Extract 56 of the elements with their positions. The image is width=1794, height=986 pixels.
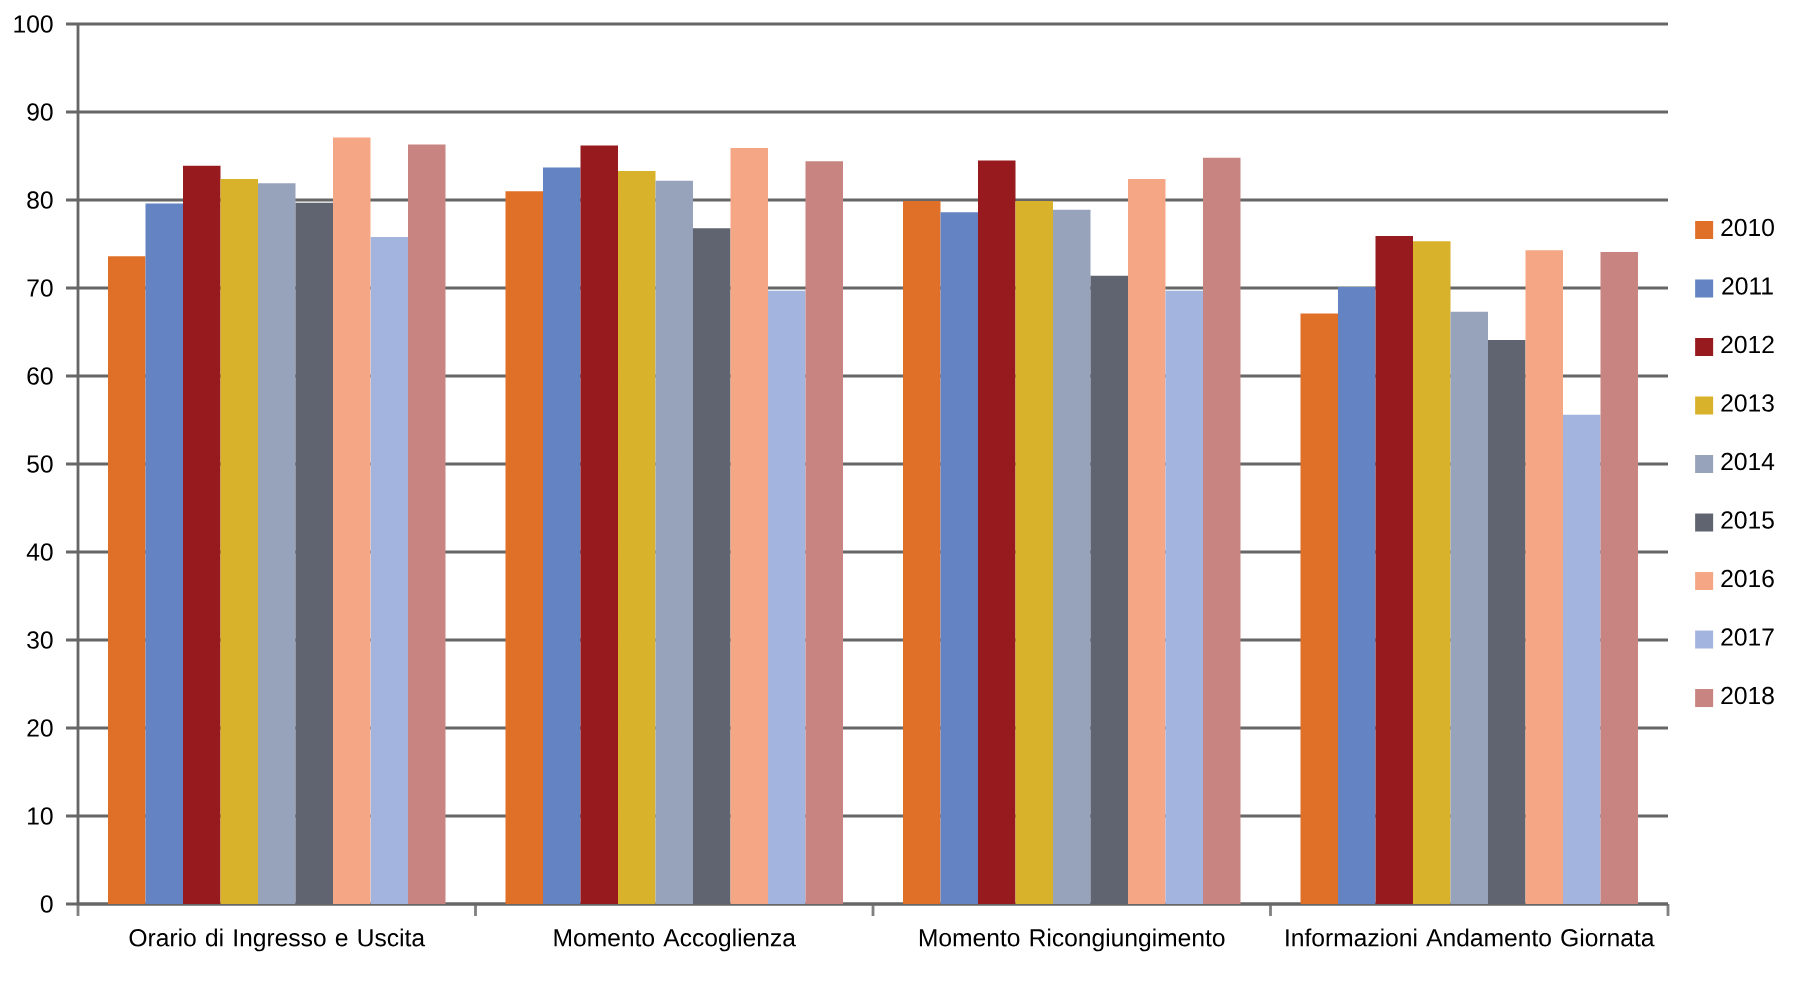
bar — [108, 256, 146, 905]
y-tick-label: 10 — [28, 807, 53, 825]
y-tick-label: 60 — [27, 367, 53, 385]
bar — [580, 145, 618, 905]
legend-label: 2018 — [1721, 686, 1774, 705]
bar — [1203, 157, 1241, 905]
bar — [1053, 209, 1091, 905]
bar — [1015, 200, 1053, 905]
y-tick-label: 30 — [27, 631, 53, 649]
y-tick-label: 20 — [27, 719, 53, 737]
x-tick-label: Momento Ricongiungimento — [919, 928, 1225, 952]
x-tick-label: Informazioni Andamento Giornata — [1286, 928, 1655, 947]
bar — [1413, 241, 1451, 905]
y-tick-label: 50 — [27, 455, 53, 473]
legend-label: 2017 — [1721, 628, 1774, 646]
legend-label: 2011 — [1722, 277, 1773, 295]
bar — [258, 183, 296, 905]
bar — [1165, 290, 1203, 905]
bar — [370, 236, 409, 905]
bar — [505, 191, 543, 905]
bar — [768, 290, 806, 905]
bar — [543, 167, 581, 905]
bar — [805, 161, 844, 905]
y-tick-label: 90 — [27, 103, 53, 121]
bar — [1300, 313, 1339, 905]
bar — [333, 137, 371, 905]
bar — [1128, 178, 1166, 905]
x-tick-label: Momento Accoglienza — [554, 928, 796, 952]
legend-label: 2015 — [1721, 511, 1774, 529]
bar — [1338, 287, 1376, 905]
bar — [903, 200, 941, 905]
legend-label: 2014 — [1721, 452, 1775, 471]
bar — [618, 170, 656, 905]
legend-label: 2013 — [1721, 394, 1774, 412]
y-tick-label: 80 — [27, 191, 53, 209]
legend-label: 2010 — [1721, 218, 1774, 237]
bar — [1525, 250, 1563, 905]
bar — [1450, 311, 1488, 905]
bar — [1375, 236, 1413, 905]
y-tick-label: 100 — [14, 15, 53, 33]
bar — [655, 180, 693, 905]
legend-label: 2012 — [1721, 335, 1774, 354]
legend-label: 2016 — [1721, 569, 1774, 588]
bar — [408, 144, 446, 905]
y-tick-label: 0 — [40, 895, 53, 913]
bar — [183, 165, 221, 905]
y-tick-label: 70 — [27, 279, 53, 297]
bar — [940, 212, 978, 905]
bar — [730, 148, 768, 905]
bar — [1600, 251, 1638, 905]
bar — [145, 203, 184, 905]
bar — [220, 178, 258, 905]
y-tick-label: 40 — [26, 543, 53, 561]
bar — [978, 160, 1016, 905]
x-tick-label: Orario di Ingresso e Uscita — [129, 928, 426, 952]
bar — [1562, 414, 1601, 905]
